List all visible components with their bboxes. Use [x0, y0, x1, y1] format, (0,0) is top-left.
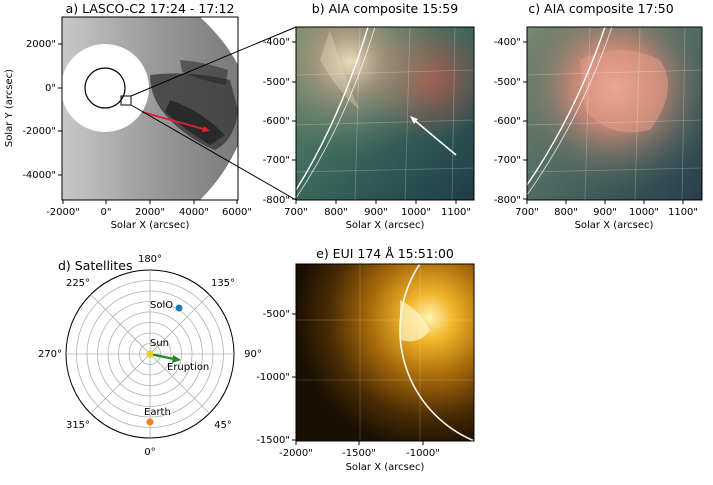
panel-c: c) AIA composite 17:50 [494, 1, 703, 231]
red-arrow [141, 111, 208, 131]
angle-label: 90° [244, 349, 262, 360]
panel-e: e) EUI 174 Å 15:51:00 -2000" -1500" -100… [256, 246, 475, 473]
c-ytick: -500" [494, 77, 521, 88]
panel-e-frame [295, 263, 475, 442]
a-ytick: 2000" [26, 39, 56, 50]
b-xtick: 1000" [401, 207, 431, 218]
c-ytick: -400" [494, 37, 521, 48]
a-ytick: -4000" [22, 170, 56, 181]
c-xtick: 1000" [629, 207, 659, 218]
a-xtick: 2000" [135, 207, 165, 218]
angle-label: 135° [211, 278, 235, 289]
angle-label: 0° [144, 447, 155, 458]
c-xtick: 700" [515, 207, 539, 218]
panel-c-title: c) AIA composite 17:50 [528, 1, 673, 16]
a-xtick: 6000" [222, 207, 252, 218]
angle-label: 270° [38, 349, 62, 360]
panel-e-title: e) EUI 174 Å 15:51:00 [316, 246, 454, 261]
c-ytick: -800" [494, 195, 521, 206]
panel-b-frame [295, 26, 475, 201]
b-ytick: -400" [263, 37, 290, 48]
panel-b-title: b) AIA composite 15:59 [312, 1, 458, 16]
lasco-image [62, 17, 238, 200]
e-ytick: -500" [263, 309, 290, 320]
c-xlabel: Solar X (arcsec) [575, 220, 654, 231]
a-ylabel: Solar Y (arcsec) [4, 69, 15, 147]
eruption-label: Eruption [167, 362, 209, 373]
b-ytick: -800" [263, 195, 290, 206]
solar-disk [84, 67, 126, 109]
zoom-line-top [130, 26, 297, 97]
b-xtick: 800" [324, 207, 348, 218]
zoom-line-bottom [130, 104, 297, 201]
solo-label: SolO [150, 300, 173, 311]
b-xtick: 900" [364, 207, 388, 218]
aia-image-b [295, 26, 475, 201]
angle-label: 180° [138, 254, 162, 265]
c-ytick: -600" [494, 116, 521, 127]
panel-c-frame [526, 26, 703, 201]
e-xlabel: Solar X (arcsec) [346, 462, 425, 473]
a-ytick: 0" [45, 83, 56, 94]
e-ytick: -1500" [256, 435, 290, 446]
sun-label: Sun [150, 338, 169, 349]
a-xtick: 4000" [179, 207, 209, 218]
sun-marker [146, 350, 154, 358]
a-xtick: 0" [101, 207, 112, 218]
angle-label: 315° [66, 420, 90, 431]
panel-d: d) Satellites 180° 135° 90° 45° 0° 315° [38, 254, 262, 458]
solo-marker [175, 304, 183, 312]
eruption-arrow [149, 352, 175, 361]
white-arrow [412, 118, 457, 156]
panel-d-title: d) Satellites [58, 258, 133, 273]
b-ytick: -700" [263, 155, 290, 166]
e-xtick: -2000" [279, 448, 313, 459]
e-xtick: -1500" [342, 448, 376, 459]
c-xtick: 1100" [668, 207, 698, 218]
e-ytick: -1000" [256, 372, 290, 383]
panel-b: b) AIA composite 15:59 [263, 1, 475, 231]
c-xtick: 800" [554, 207, 578, 218]
panel-a-title: a) LASCO-C2 17:24 - 17:12 [66, 1, 235, 16]
panel-a: a) LASCO-C2 17:24 - 17:12 [4, 1, 252, 231]
polar-plot: 180° 135° 90° 45° 0° 315° 270° 225° SolO… [38, 254, 262, 458]
c-ytick: -700" [494, 155, 521, 166]
b-ytick: -500" [263, 77, 290, 88]
b-xlabel: Solar X (arcsec) [346, 220, 425, 231]
e-xtick: -1000" [406, 448, 440, 459]
a-xlabel: Solar X (arcsec) [111, 220, 190, 231]
b-xtick: 1100" [441, 207, 471, 218]
zoom-box [120, 95, 132, 106]
c-xtick: 900" [593, 207, 617, 218]
earth-marker [146, 418, 154, 426]
eui-image [296, 264, 474, 441]
a-xtick: -2000" [46, 207, 80, 218]
earth-label: Earth [144, 407, 171, 418]
a-ytick: -2000" [22, 126, 56, 137]
b-ytick: -600" [263, 116, 290, 127]
angle-label: 45° [214, 420, 232, 431]
angle-label: 225° [66, 278, 90, 289]
aia-image-c [526, 26, 703, 201]
b-xtick: 700" [284, 207, 308, 218]
